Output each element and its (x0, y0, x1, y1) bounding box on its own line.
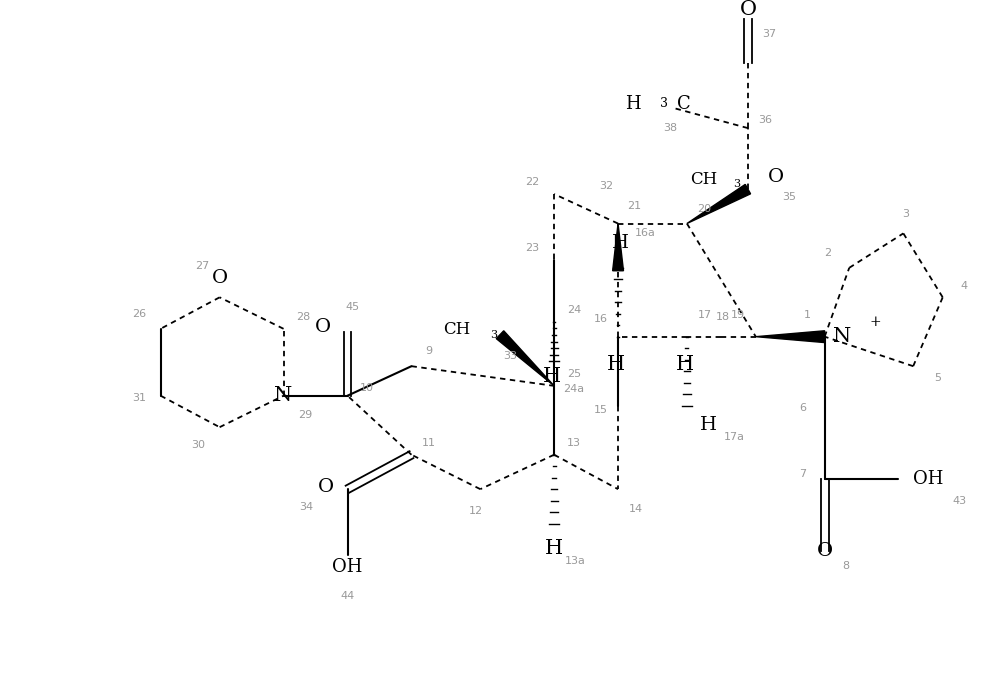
Text: H: H (545, 539, 563, 558)
Text: 36: 36 (759, 115, 773, 125)
Text: 22: 22 (525, 177, 540, 187)
Text: 43: 43 (952, 496, 966, 506)
Text: 29: 29 (298, 411, 312, 420)
Text: 3: 3 (902, 208, 909, 219)
Text: 18: 18 (716, 312, 730, 322)
Text: H: H (543, 366, 561, 385)
Polygon shape (687, 185, 751, 223)
Text: 16a: 16a (635, 228, 656, 238)
Text: 45: 45 (345, 302, 359, 312)
Text: 37: 37 (762, 29, 777, 39)
Text: 17: 17 (698, 310, 712, 320)
Text: OH: OH (913, 471, 943, 488)
Text: OH: OH (332, 558, 363, 576)
Polygon shape (756, 331, 825, 343)
Text: 10: 10 (360, 383, 374, 393)
Text: 6: 6 (800, 402, 807, 413)
Text: CH: CH (690, 171, 717, 188)
Text: 13a: 13a (565, 556, 586, 566)
Text: 26: 26 (132, 309, 146, 319)
Text: 9: 9 (426, 347, 433, 356)
Text: 44: 44 (340, 591, 355, 601)
Text: 33: 33 (503, 351, 517, 362)
Text: 3: 3 (660, 97, 668, 110)
Text: 31: 31 (132, 393, 146, 402)
Text: H: H (612, 234, 629, 252)
Text: H: H (676, 355, 694, 374)
Text: O: O (212, 268, 228, 287)
Text: O: O (318, 478, 334, 496)
Text: 4: 4 (961, 281, 968, 291)
Text: H: H (625, 95, 641, 112)
Text: 15: 15 (593, 405, 607, 415)
Text: 35: 35 (782, 192, 796, 202)
Text: 38: 38 (663, 123, 677, 133)
Text: 1: 1 (803, 310, 810, 320)
Text: 27: 27 (195, 261, 209, 271)
Text: 30: 30 (191, 440, 205, 450)
Text: N: N (274, 386, 293, 405)
Polygon shape (496, 331, 554, 386)
Text: 3: 3 (733, 179, 740, 189)
Text: 21: 21 (627, 201, 641, 211)
Text: 11: 11 (422, 438, 436, 448)
Text: 28: 28 (296, 312, 310, 322)
Text: 20: 20 (698, 204, 712, 214)
Text: 12: 12 (468, 506, 482, 516)
Text: N: N (833, 327, 851, 346)
Text: 16: 16 (593, 314, 607, 324)
Text: H: H (700, 416, 717, 434)
Text: 3: 3 (490, 330, 497, 340)
Text: O: O (315, 318, 331, 336)
Text: 8: 8 (843, 561, 850, 571)
Text: 17a: 17a (724, 432, 745, 442)
Text: C: C (677, 95, 691, 112)
Text: 23: 23 (525, 243, 540, 253)
Text: O: O (817, 542, 833, 560)
Text: 24a: 24a (563, 384, 584, 394)
Text: 13: 13 (567, 438, 581, 448)
Text: CH: CH (443, 321, 470, 338)
Polygon shape (613, 223, 623, 271)
Text: H: H (607, 355, 625, 374)
Text: 34: 34 (299, 502, 313, 512)
Text: O: O (739, 0, 756, 18)
Text: 2: 2 (824, 248, 831, 258)
Text: 14: 14 (629, 504, 643, 514)
Text: O: O (767, 168, 784, 187)
Text: 5: 5 (934, 373, 941, 383)
Text: 25: 25 (567, 369, 581, 379)
Text: 19: 19 (731, 310, 745, 320)
Text: +: + (870, 315, 882, 329)
Text: 32: 32 (599, 181, 613, 191)
Text: 7: 7 (799, 469, 807, 479)
Text: 24: 24 (567, 305, 581, 315)
